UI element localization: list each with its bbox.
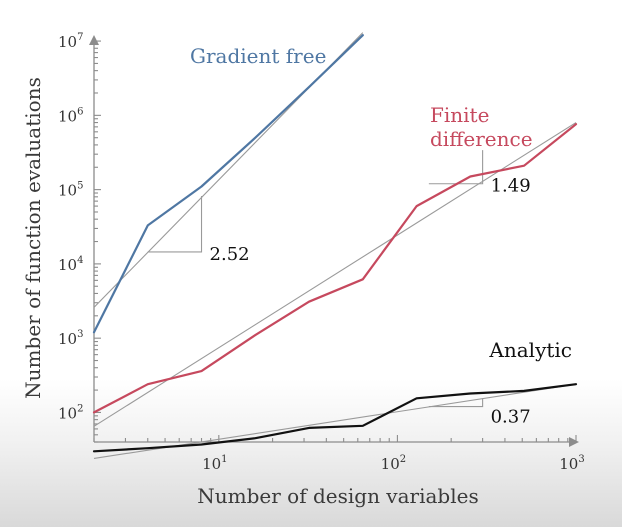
y-tick-label: 107 <box>58 32 83 51</box>
fit-line-finite-difference <box>93 122 577 427</box>
labels-layer: 101 102 103 102 103 104 105 106 107 Gradient free… <box>58 32 585 473</box>
slope-label-analytic: 0.37 <box>491 407 531 428</box>
series-label-gradient-free: Gradient free <box>190 44 326 68</box>
series-line-gradient-free <box>92 34 364 334</box>
slope-label-gradient-free: 2.52 <box>210 244 250 265</box>
series-layer <box>92 34 578 453</box>
x-tick-label: 103 <box>559 454 584 473</box>
y-tick-label: 103 <box>58 329 83 348</box>
fit-lines-layer <box>93 32 577 460</box>
y-axis-label: Number of function evaluations <box>21 77 45 399</box>
series-label-analytic: Analytic <box>488 338 572 362</box>
x-axis-label: Number of design variables <box>197 484 478 508</box>
series-line-analytic <box>92 383 578 453</box>
slope-label-finite-difference: 1.49 <box>491 176 531 197</box>
y-axis-arrow <box>89 35 99 45</box>
y-tick-label: 106 <box>58 106 83 125</box>
x-axis-arrow <box>569 437 579 447</box>
series-label-finite-difference: Finite difference <box>430 103 533 151</box>
y-tick-label: 104 <box>58 255 83 274</box>
x-tick-label: 102 <box>381 454 406 473</box>
series-line-finite-difference <box>92 123 578 414</box>
axes-layer <box>89 35 579 447</box>
y-tick-label: 105 <box>58 181 83 200</box>
slope-triangle-analytic <box>428 398 484 408</box>
slope-triangle-gradient-free <box>147 196 203 253</box>
y-tick-label: 102 <box>58 403 83 422</box>
slope-triangle-finite-difference <box>428 150 484 185</box>
x-tick-label: 101 <box>202 454 227 473</box>
